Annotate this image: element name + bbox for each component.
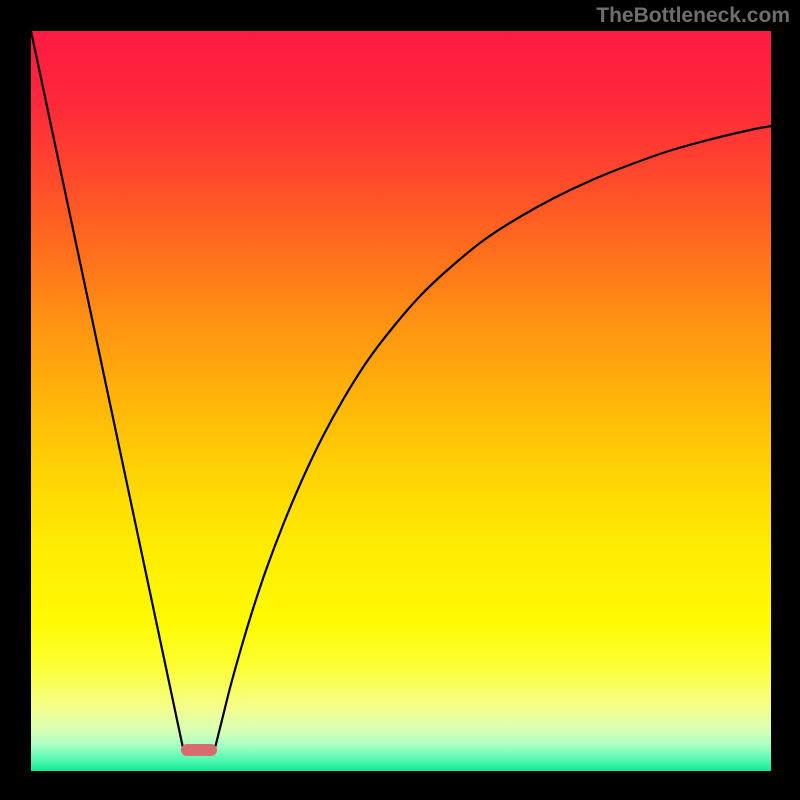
plot-background bbox=[31, 31, 771, 771]
optimal-point-marker bbox=[181, 744, 217, 756]
bottleneck-chart-svg bbox=[0, 0, 800, 800]
chart-container: TheBottleneck.com bbox=[0, 0, 800, 800]
